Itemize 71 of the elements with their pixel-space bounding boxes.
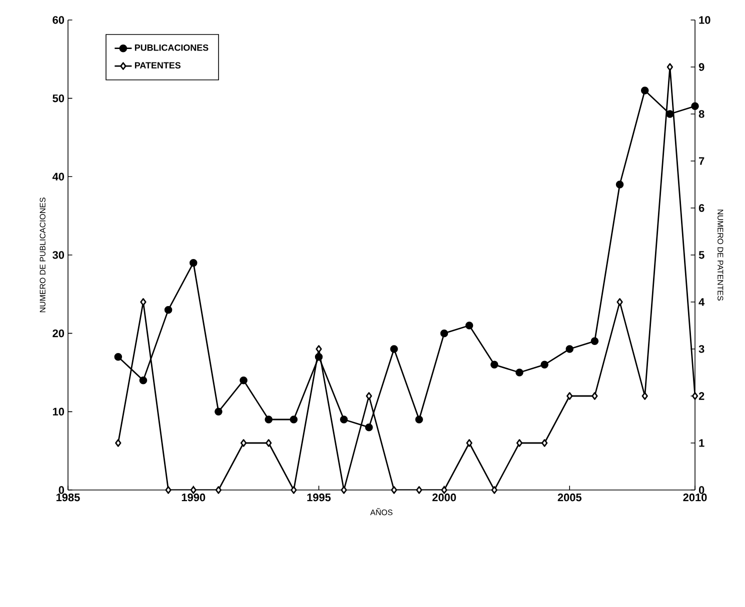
point — [140, 298, 146, 306]
point — [190, 486, 196, 494]
point — [692, 392, 698, 400]
point — [642, 392, 648, 400]
y-tick-label: 10 — [52, 408, 64, 416]
point — [366, 392, 372, 400]
point — [441, 486, 448, 494]
y2-tick-label: 0 — [698, 486, 704, 494]
x-tick-label: 2010 — [683, 494, 707, 502]
y-tick-label: 60 — [52, 16, 64, 24]
point — [215, 486, 222, 494]
y2-tick-label: 7 — [699, 157, 704, 165]
y-tick-label: 30 — [52, 251, 64, 259]
point — [640, 86, 649, 94]
point — [240, 439, 247, 447]
point — [416, 486, 422, 494]
point — [290, 416, 298, 424]
point — [465, 322, 474, 330]
point — [516, 439, 523, 447]
point — [190, 258, 198, 267]
point — [114, 352, 122, 361]
point — [340, 486, 347, 494]
x-tick-label: 1990 — [182, 494, 206, 502]
point — [491, 486, 498, 494]
y2-tick-label: 3 — [698, 345, 704, 353]
y-tick-label: 50 — [52, 94, 64, 102]
y-tick-label: 0 — [58, 486, 64, 494]
point — [214, 408, 222, 416]
point — [290, 486, 297, 494]
point — [390, 486, 398, 494]
point — [590, 337, 599, 346]
y2-tick-label: 1 — [699, 439, 704, 447]
point — [240, 376, 248, 384]
y-tick-label: 40 — [52, 172, 64, 181]
y2-tick-label: 9 — [698, 63, 704, 71]
point — [316, 345, 322, 353]
y2-tick-label: 4 — [698, 298, 705, 306]
point — [139, 376, 148, 384]
y2-tick-label: 2 — [698, 392, 704, 400]
y-tick-label: 20 — [52, 329, 64, 338]
point — [616, 298, 623, 306]
point — [165, 486, 172, 494]
point — [440, 329, 448, 338]
y2-tick-label: 10 — [699, 16, 710, 24]
point — [164, 306, 172, 314]
legend-label: PUBLICACIONES — [134, 44, 208, 51]
x-tick-label: 1985 — [56, 494, 80, 502]
point — [415, 416, 424, 424]
point — [264, 416, 273, 424]
point — [490, 360, 498, 369]
y2-tick-label: 8 — [698, 110, 704, 118]
x-tick-label: 2005 — [558, 494, 582, 502]
point — [566, 345, 574, 353]
point — [592, 392, 598, 400]
point — [340, 416, 348, 424]
point — [390, 345, 398, 353]
point — [666, 63, 674, 71]
point — [540, 360, 548, 369]
x-tick-label: 1995 — [307, 494, 331, 502]
point — [115, 439, 122, 447]
point — [566, 392, 573, 400]
point — [365, 423, 373, 432]
y2-tick-label: 6 — [698, 204, 704, 212]
legend-label: PATENTES — [134, 62, 181, 69]
point — [516, 368, 524, 376]
point — [466, 439, 472, 447]
y2-tick-label: 5 — [698, 251, 704, 259]
x-tick-label: 2000 — [432, 494, 456, 502]
point — [616, 180, 624, 188]
point — [266, 439, 272, 447]
point — [541, 439, 548, 447]
